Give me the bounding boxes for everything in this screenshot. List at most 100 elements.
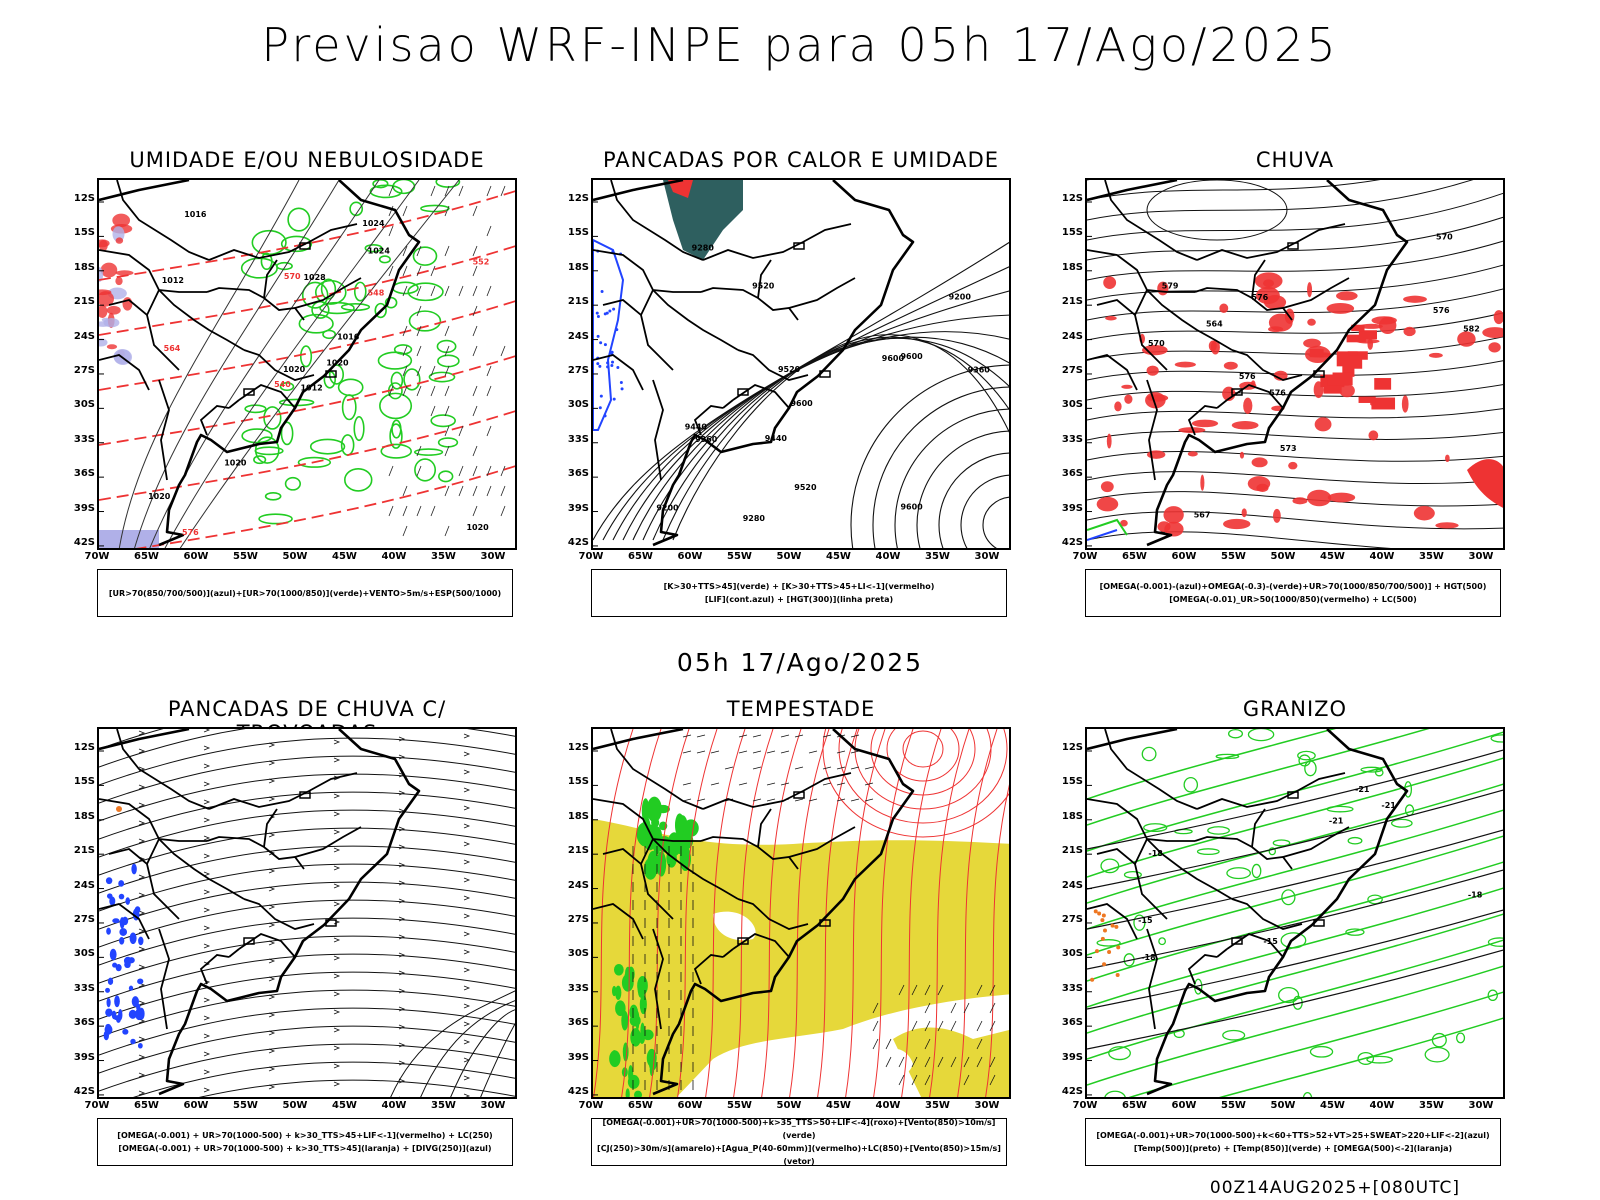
lat-tick-label: 21S bbox=[73, 845, 95, 857]
lon-tick-label: 65W bbox=[1122, 551, 1147, 562]
contour-label: 1016 bbox=[337, 333, 360, 342]
lat-tick-label: 21S bbox=[73, 296, 95, 308]
lat-tick-label: 30S bbox=[73, 399, 95, 411]
contour-label: 573 bbox=[1280, 444, 1297, 453]
lat-tick-label: 15S bbox=[567, 776, 589, 788]
lon-tick-label: 60W bbox=[183, 1100, 209, 1111]
contour-label: 9520 bbox=[752, 281, 775, 290]
contour-label: -18 bbox=[1141, 953, 1156, 962]
contour-label: 567 bbox=[1194, 511, 1211, 520]
contour-label: 1012 bbox=[162, 276, 184, 285]
contour-label: -18 bbox=[1468, 891, 1483, 900]
lon-tick-label: 45W bbox=[332, 551, 357, 562]
lon-tick-label: 40W bbox=[1369, 1100, 1395, 1111]
contour-label: 1020 bbox=[224, 459, 247, 468]
lat-tick-label: 39S bbox=[73, 1051, 95, 1063]
lon-tick-label: 35W bbox=[431, 1100, 456, 1111]
contour-label: 576 bbox=[1239, 372, 1256, 381]
legend-line: [K>30+TTS>45](verde) + [K>30+TTS>45+LI<-… bbox=[663, 582, 935, 591]
lat-tick-label: 36S bbox=[567, 468, 589, 480]
lon-tick-label: 40W bbox=[1369, 551, 1395, 562]
lon-tick-label: 55W bbox=[727, 1100, 752, 1111]
contour-label: 1028 bbox=[303, 273, 326, 282]
lat-tick-label: 27S bbox=[567, 365, 589, 376]
lon-tick-label: 65W bbox=[134, 551, 159, 562]
lat-tick-label: 15S bbox=[73, 776, 95, 788]
lat-tick-label: 24S bbox=[73, 330, 95, 342]
legend-box: [OMEGA(-0.001)-(azul)+OMEGA(-0.3)-(verde… bbox=[1085, 569, 1501, 617]
legend-line: [UR>70(850/700/500)](azul)+[UR>70(1000/8… bbox=[108, 588, 502, 598]
contour-label: 9600 bbox=[900, 502, 923, 511]
contour-label: 1024 bbox=[362, 219, 385, 228]
lat-tick-label: 12S bbox=[567, 742, 589, 753]
map-panel: 582 576 570 576 576 573 567 570 579 576 564 bbox=[1085, 178, 1505, 550]
contour-label: 9440 bbox=[685, 423, 708, 432]
contour-label: 548 bbox=[368, 288, 385, 297]
lat-tick-label: 36S bbox=[567, 1017, 589, 1029]
lat-tick-label: 33S bbox=[567, 982, 589, 994]
contour-label: 570 bbox=[1436, 232, 1453, 241]
lon-tick-label: 50W bbox=[282, 551, 308, 562]
lat-tick-label: 33S bbox=[1061, 433, 1083, 445]
lon-tick-label: 55W bbox=[1221, 1100, 1246, 1111]
lat-tick-label: 21S bbox=[567, 296, 589, 308]
lat-tick-label: 18S bbox=[1061, 810, 1083, 822]
lat-tick-label: 39S bbox=[567, 1051, 589, 1063]
lat-tick-label: 42S bbox=[567, 537, 589, 548]
lat-tick-label: 39S bbox=[73, 502, 95, 514]
panel-title: UMIDADE E/OU NEBULOSIDADE bbox=[129, 148, 485, 172]
lat-tick-label: 42S bbox=[567, 1086, 589, 1097]
lon-tick-label: 30W bbox=[974, 551, 1000, 562]
lat-tick-label: 30S bbox=[1061, 399, 1083, 411]
lat-tick-label: 12S bbox=[73, 193, 95, 204]
lon-tick-label: 40W bbox=[875, 1100, 901, 1111]
contour-label: 9200 bbox=[656, 503, 679, 512]
contour-label: -15 bbox=[1263, 937, 1278, 946]
lat-tick-label: 39S bbox=[1061, 1051, 1083, 1063]
legend-box: [UR>70(850/700/500)](azul)+[UR>70(1000/8… bbox=[97, 569, 513, 617]
lat-tick-label: 24S bbox=[1061, 879, 1083, 891]
legend-line: [OMEGA(-0.001) + UR>70(1000-500) + k>30_… bbox=[118, 1144, 492, 1153]
lon-tick-label: 70W bbox=[578, 551, 604, 562]
lon-tick-label: 65W bbox=[628, 551, 653, 562]
lon-tick-label: 60W bbox=[183, 551, 209, 562]
lat-tick-label: 33S bbox=[567, 433, 589, 445]
lon-tick-label: 55W bbox=[233, 1100, 258, 1111]
lat-tick-label: 27S bbox=[73, 914, 95, 925]
lon-tick-label: 60W bbox=[1171, 551, 1197, 562]
lat-tick-label: 21S bbox=[567, 845, 589, 857]
contour-label: 1012 bbox=[300, 384, 322, 393]
lon-tick-label: 70W bbox=[84, 551, 110, 562]
lon-tick-label: 40W bbox=[381, 1100, 407, 1111]
lat-tick-label: 15S bbox=[567, 227, 589, 239]
lon-tick-label: 35W bbox=[431, 551, 456, 562]
contour-label: -21 bbox=[1381, 801, 1396, 810]
lon-tick-label: 70W bbox=[1072, 551, 1098, 562]
lat-tick-label: 42S bbox=[73, 537, 95, 548]
lat-tick-label: 30S bbox=[567, 399, 589, 411]
legend-line: [LIF](cont.azul) + [HGT(300)](linha pret… bbox=[704, 595, 894, 604]
contour-label: 1024 bbox=[368, 247, 391, 256]
lat-tick-label: 15S bbox=[1061, 776, 1083, 788]
legend-line: [OMEGA(-0.001)+UR>70(1000-500)+k>35_TTS>… bbox=[602, 1118, 996, 1140]
lon-tick-label: 30W bbox=[480, 1100, 506, 1111]
lat-tick-label: 24S bbox=[73, 879, 95, 891]
contour-label: 576 bbox=[182, 528, 199, 537]
panel-title: TEMPESTADE bbox=[726, 697, 876, 721]
lat-tick-label: 42S bbox=[1061, 537, 1083, 548]
lat-tick-label: 39S bbox=[567, 502, 589, 514]
legend-line: [OMEGA(-0.01)_UR>50(1000/850)(vermelho) … bbox=[1169, 595, 1417, 604]
lon-tick-label: 30W bbox=[1468, 551, 1494, 562]
map-canvas: 1012 1012 1020 1020 1016 1020 1024 1028 1024 1020… bbox=[99, 180, 515, 548]
panel-title: GRANIZO bbox=[1242, 697, 1348, 721]
lon-tick-label: 70W bbox=[1072, 1100, 1098, 1111]
contour-label: 9600 bbox=[882, 354, 905, 363]
lon-tick-label: 45W bbox=[826, 551, 851, 562]
lat-tick-label: 12S bbox=[73, 742, 95, 753]
lat-tick-label: 36S bbox=[73, 1017, 95, 1029]
contour-label: 9440 bbox=[765, 434, 788, 443]
lat-tick-label: 12S bbox=[1061, 742, 1083, 753]
lat-tick-label: 24S bbox=[567, 879, 589, 891]
map-canvas: 9600960096009600952095209520944094409360… bbox=[593, 180, 1009, 548]
contour-label: 576 bbox=[1252, 293, 1269, 302]
